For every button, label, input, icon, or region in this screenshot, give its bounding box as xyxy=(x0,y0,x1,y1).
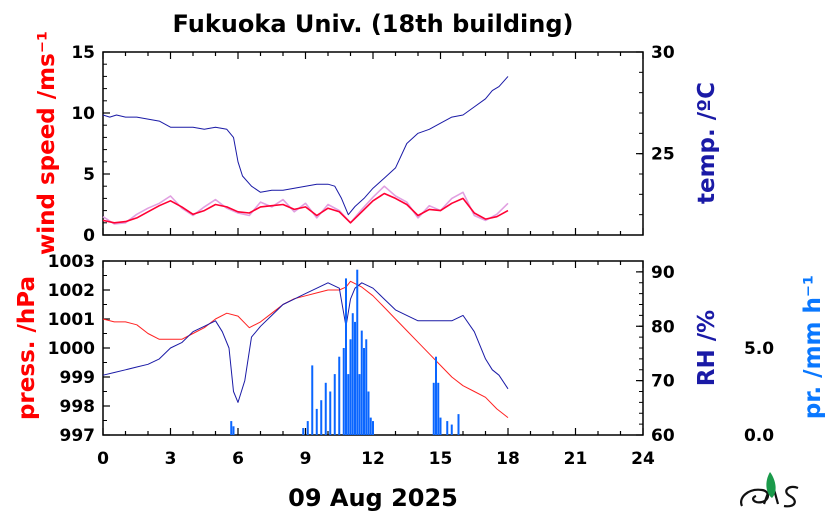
precip-bar xyxy=(372,421,374,435)
temperature-line xyxy=(102,76,509,216)
precip-tick-label: 0.0 xyxy=(744,426,774,446)
x-tick-label: 9 xyxy=(300,449,312,469)
institute-logo xyxy=(740,472,799,508)
precip-bar xyxy=(315,408,318,435)
x-tick-label: 6 xyxy=(232,449,244,469)
wind-speed-axis-label: wind speed /ms⁻¹ xyxy=(34,31,60,255)
precip-bar xyxy=(306,421,309,435)
x-tick-label: 18 xyxy=(496,449,520,469)
right-tick-label: 90 xyxy=(651,263,675,283)
left-tick-label: 998 xyxy=(60,397,96,417)
left-tick-label: 5 xyxy=(83,165,95,185)
precip-bar xyxy=(450,424,453,435)
right-tick-label: 30 xyxy=(651,43,675,63)
x-tick-label: 21 xyxy=(564,449,588,469)
precip-bar xyxy=(338,356,341,435)
precip-bar xyxy=(356,269,359,435)
precip-bar xyxy=(230,421,233,435)
precip-bar xyxy=(432,382,435,435)
precip-bar xyxy=(358,374,361,435)
wind-temperature-panel xyxy=(102,51,644,236)
left-tick-label: 1001 xyxy=(48,310,95,330)
precip-bar xyxy=(360,330,363,435)
pressure-line xyxy=(102,280,509,418)
temperature-axis-label: temp. /ºC xyxy=(694,82,720,204)
right-tick-label: 60 xyxy=(651,426,675,446)
pressure-humidity-panel xyxy=(102,260,644,436)
precip-bar xyxy=(324,382,327,435)
precip-bar xyxy=(437,382,440,435)
precip-bar xyxy=(435,356,437,435)
x-tick-label: 24 xyxy=(631,449,655,469)
precip-bar xyxy=(446,421,449,435)
precip-bar xyxy=(439,417,442,435)
x-tick-label: 0 xyxy=(97,449,109,469)
right-tick-label: 70 xyxy=(651,372,675,392)
left-tick-label: 1002 xyxy=(48,281,95,301)
precip-bar xyxy=(351,313,354,435)
x-tick-label: 12 xyxy=(361,449,385,469)
right-tick-label: 25 xyxy=(651,145,675,165)
x-tick-label: 15 xyxy=(429,449,453,469)
right-tick-label: 80 xyxy=(651,317,675,337)
x-tick-label: 3 xyxy=(165,449,177,469)
left-tick-label: 1000 xyxy=(48,339,95,359)
precip-bar xyxy=(457,414,460,435)
precip-tick-label: 5.0 xyxy=(744,339,774,359)
precip-bar xyxy=(342,348,345,435)
bottom-panel-frame xyxy=(102,260,644,436)
pressure-axis-label: press. /hPa xyxy=(14,276,40,420)
left-tick-label: 10 xyxy=(71,104,95,124)
precip-bar xyxy=(369,417,372,435)
chart-title: Fukuoka Univ. (18th building) xyxy=(173,10,574,38)
precip-bar xyxy=(354,321,356,435)
precip-bar xyxy=(311,365,314,435)
precip-bar xyxy=(363,348,365,435)
date-label: 09 Aug 2025 xyxy=(288,484,458,512)
precip-bar xyxy=(333,374,336,435)
left-tick-label: 15 xyxy=(71,43,95,63)
precip-bar xyxy=(329,391,332,435)
humidity-line xyxy=(102,282,509,403)
precip-axis-label: pr. /mm h⁻¹ xyxy=(800,275,826,419)
precip-bar xyxy=(365,339,368,435)
precip-bar xyxy=(347,374,350,435)
left-tick-label: 999 xyxy=(60,368,96,388)
wind-speed-avg-line xyxy=(102,192,509,224)
precip-bar xyxy=(349,339,352,435)
humidity-axis-label: RH /% xyxy=(694,310,720,386)
precip-bar xyxy=(232,426,235,435)
left-tick-label: 1003 xyxy=(48,252,95,272)
precip-bar xyxy=(302,428,305,435)
precip-bar xyxy=(345,278,347,435)
left-tick-label: 0 xyxy=(83,226,95,246)
left-tick-label: 997 xyxy=(60,426,96,446)
precip-bar xyxy=(320,400,323,435)
wind-speed-raw-line xyxy=(102,185,509,225)
precip-bar xyxy=(367,391,370,435)
